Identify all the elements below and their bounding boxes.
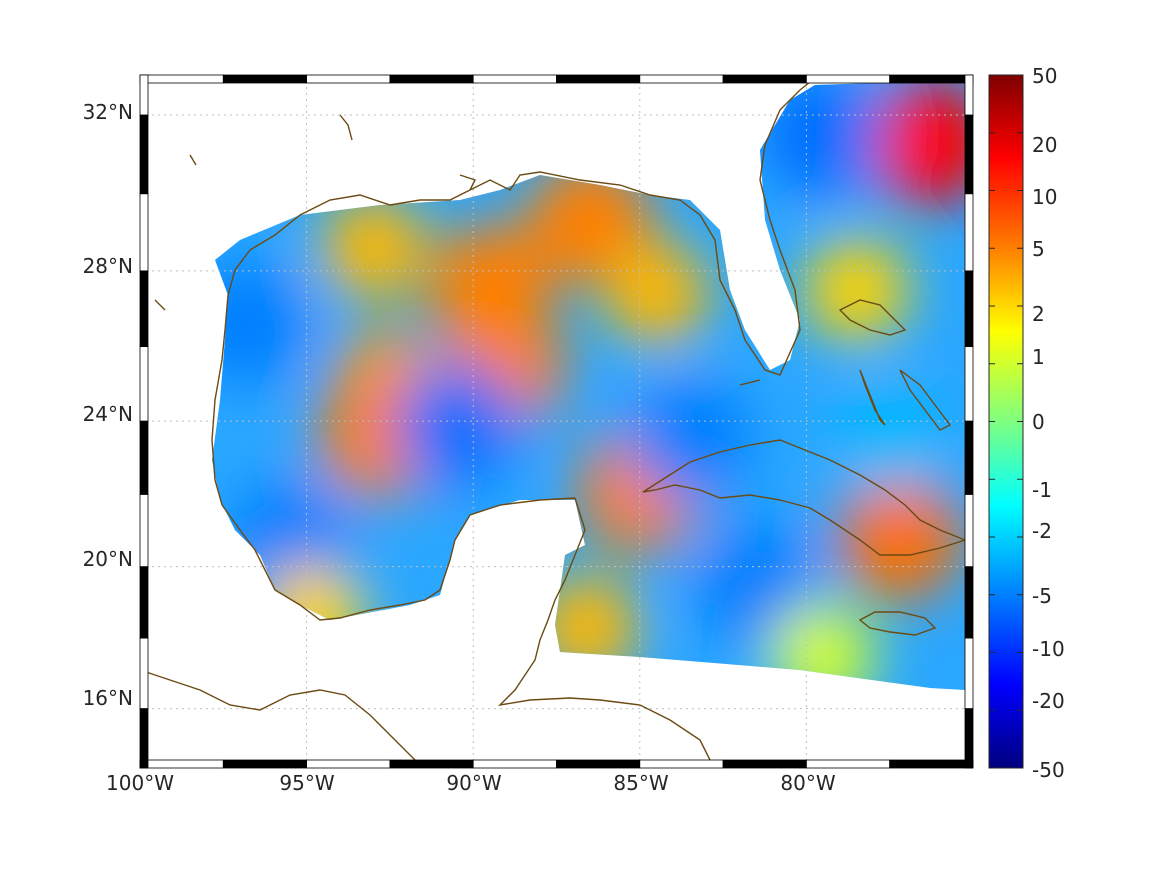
field-feature [867, 80, 965, 205]
colorbar-ticks [989, 74, 1023, 769]
frame-segment [964, 270, 974, 348]
y-tick-label: 32°N [83, 100, 133, 124]
frame-segment [139, 114, 149, 195]
y-tick-label: 20°N [83, 547, 133, 571]
frame-segment [472, 74, 557, 84]
frame-segment [139, 420, 149, 495]
colorbar-tick-label: 1 [1032, 345, 1045, 369]
colorbar-tick-label: 50 [1032, 64, 1057, 88]
x-tick-label: 95°W [279, 771, 334, 795]
field-features [212, 80, 965, 690]
frame-segment [722, 759, 807, 769]
field-feature [837, 387, 942, 492]
frame-segment [139, 566, 149, 639]
y-tick-label: 28°N [83, 254, 133, 278]
field-feature [527, 158, 652, 283]
frame-segment [389, 759, 474, 769]
colorbar: 50 20 10 5 2 1 0 -1 -2 -5 -10 -20 -50 [988, 64, 1065, 782]
frame-segment [139, 74, 224, 84]
field-feature [627, 377, 752, 502]
colorbar-tick-label: 20 [1032, 133, 1057, 157]
frame-segment [964, 346, 974, 422]
frame-segment [639, 759, 724, 769]
frame-segment [556, 759, 641, 769]
gulf-coast-north [227, 77, 816, 376]
colorbar-tick-label: -50 [1032, 758, 1065, 782]
grid-lines [140, 75, 973, 768]
colorbar-tick-label: 2 [1032, 302, 1045, 326]
y-tick-label: 24°N [83, 402, 133, 426]
frame-segment [722, 74, 807, 84]
colorbar-tick-label: -10 [1032, 637, 1065, 661]
map-frame [139, 74, 974, 769]
x-tick-labels: 100°W 95°W 90°W 85°W 80°W [106, 771, 836, 795]
field-feature [261, 564, 366, 669]
frame-segment [306, 759, 391, 769]
field-feature [771, 603, 876, 690]
frame-segment [964, 193, 974, 272]
frame-segment [222, 759, 308, 769]
frame-segment [139, 708, 149, 769]
frame-segment [556, 74, 641, 84]
colorbar-tick-label: -2 [1032, 519, 1052, 543]
frame-segment [964, 566, 974, 639]
colorbar-tick-label: -5 [1032, 584, 1052, 608]
frame-segment [139, 637, 149, 709]
field-feature [394, 362, 519, 487]
field-feature [212, 262, 309, 387]
y-tick-label: 16°N [83, 686, 133, 710]
frame-segment [964, 74, 974, 116]
frame-segment [139, 759, 224, 769]
colorbar-tick-label: -1 [1032, 478, 1052, 502]
colorbar-tick-label: -20 [1032, 689, 1065, 713]
field-feature [604, 241, 709, 346]
field-feature [321, 195, 426, 300]
frame-segment [139, 270, 149, 348]
gulf-coast-west [211, 294, 576, 621]
field-feature [804, 237, 909, 342]
colorbar-tick-label: 0 [1032, 410, 1045, 434]
gulf-islands [154, 114, 761, 386]
central-america-coast [139, 669, 421, 766]
frame-segment [964, 420, 974, 495]
bahamas-outline [838, 299, 952, 431]
yucatan-coast [497, 497, 711, 761]
frame-segment [472, 759, 557, 769]
frame-segment [139, 193, 149, 272]
frame-segment [639, 74, 724, 84]
field-feature [534, 575, 639, 680]
frame-segment [889, 74, 974, 84]
frame-segment [964, 493, 974, 568]
field-feature [694, 522, 819, 647]
x-tick-label: 100°W [106, 771, 174, 795]
x-tick-label: 90°W [446, 771, 501, 795]
frame-segment [964, 708, 974, 769]
frame-segment [806, 74, 891, 84]
field-feature [837, 475, 962, 600]
frame-segment [806, 759, 891, 769]
colorbar-tick-label: 5 [1032, 237, 1045, 261]
frame-segment [139, 74, 149, 116]
field-feature [761, 80, 886, 197]
jamaica-outline [858, 611, 937, 636]
frame-segment [964, 637, 974, 709]
frame-segment [139, 346, 149, 422]
frame-segment [306, 74, 391, 84]
colorbar-tick-label: 10 [1032, 185, 1057, 209]
frame-segment [889, 759, 974, 769]
frame-segment [964, 114, 974, 195]
frame-segment [389, 74, 474, 84]
x-tick-label: 80°W [780, 771, 835, 795]
x-tick-label: 85°W [613, 771, 668, 795]
frame-segment [222, 74, 308, 84]
frame-segment [139, 493, 149, 568]
y-tick-labels: 32°N 28°N 24°N 20°N 16°N [83, 100, 133, 710]
